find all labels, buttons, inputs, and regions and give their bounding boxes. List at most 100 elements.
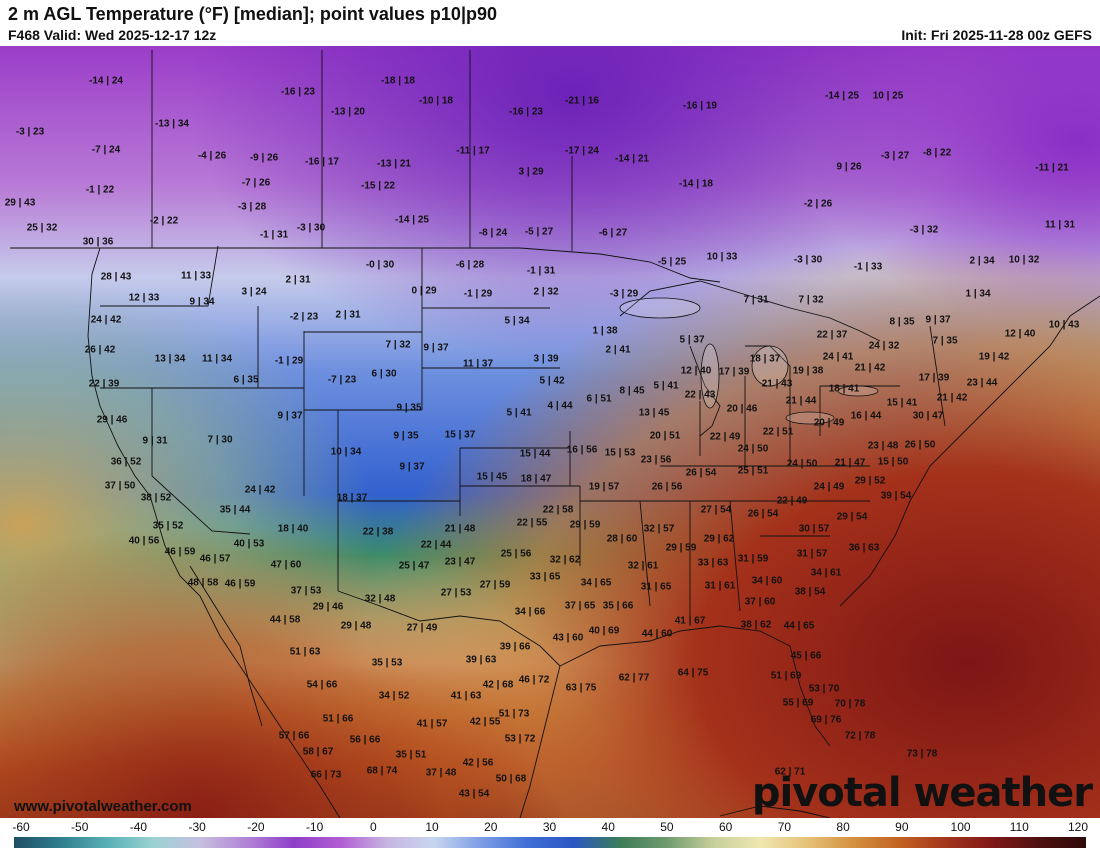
point-value: 27 | 59	[479, 579, 511, 591]
point-value: 18 | 41	[828, 383, 860, 395]
point-value: 41 | 57	[416, 718, 448, 730]
point-value: 34 | 60	[751, 575, 783, 587]
colorbar-tick-label: 70	[777, 820, 792, 834]
point-value: -2 | 23	[289, 311, 319, 323]
point-value: 20 | 51	[649, 430, 681, 442]
point-value: 24 | 49	[813, 481, 845, 493]
point-value: -14 | 18	[679, 178, 713, 190]
point-value: -3 | 30	[296, 222, 326, 234]
point-value: -7 | 24	[91, 144, 121, 156]
point-value: 73 | 78	[906, 748, 938, 760]
point-value: -2 | 22	[149, 215, 179, 227]
point-value: 53 | 70	[808, 683, 840, 695]
point-value: 24 | 32	[868, 340, 900, 352]
point-value: 22 | 39	[88, 378, 120, 390]
point-value: 29 | 59	[665, 542, 697, 554]
point-value: 21 | 47	[834, 457, 866, 469]
point-value: -13 | 20	[331, 106, 365, 118]
point-value: 72 | 78	[844, 730, 876, 742]
point-value: 34 | 61	[810, 567, 842, 579]
point-value: -3 | 27	[880, 150, 910, 162]
point-value: 12 | 40	[680, 365, 712, 377]
point-value: -2 | 26	[803, 198, 833, 210]
point-value: 5 | 34	[504, 315, 530, 327]
point-value: -13 | 34	[155, 118, 189, 130]
point-value: -5 | 25	[657, 256, 687, 268]
point-value: 56 | 66	[349, 734, 381, 746]
point-value: 19 | 42	[978, 351, 1010, 363]
point-value: 46 | 57	[199, 553, 231, 565]
point-value: 22 | 49	[709, 431, 741, 443]
point-value: 19 | 38	[792, 365, 824, 377]
point-value: 35 | 66	[602, 600, 634, 612]
colorbar-tick-label: -60	[12, 820, 30, 834]
point-value: 29 | 46	[312, 601, 344, 613]
point-value: 31 | 61	[704, 580, 736, 592]
point-value: 26 | 56	[651, 481, 683, 493]
point-value: 18 | 47	[520, 473, 552, 485]
point-value: -7 | 23	[327, 374, 357, 386]
point-value: 5 | 37	[679, 334, 705, 346]
point-value: 22 | 43	[684, 389, 716, 401]
point-value: 29 | 54	[836, 511, 868, 523]
point-value: 39 | 63	[465, 654, 497, 666]
point-value: 1 | 34	[965, 288, 991, 300]
point-value: 11 | 31	[1044, 219, 1076, 231]
point-value: -0 | 30	[365, 259, 395, 271]
point-value: 5 | 41	[506, 407, 532, 419]
colorbar-gradient	[14, 837, 1086, 848]
point-value: 22 | 37	[816, 329, 848, 341]
website-label: www.pivotalweather.com	[14, 798, 192, 815]
point-value: 5 | 42	[539, 375, 565, 387]
point-value: -11 | 17	[456, 145, 490, 157]
point-value: 62 | 77	[618, 672, 650, 684]
point-value: -7 | 26	[241, 177, 271, 189]
colorbar-tick-label: 100	[950, 820, 971, 834]
map-canvas	[0, 46, 1100, 818]
point-value: 6 | 30	[371, 368, 397, 380]
point-value: -14 | 25	[825, 90, 859, 102]
point-value: -3 | 23	[15, 126, 45, 138]
point-value: 46 | 72	[518, 674, 550, 686]
point-value: 62 | 71	[774, 766, 806, 778]
point-value: 63 | 75	[565, 682, 597, 694]
point-value: 9 | 26	[836, 161, 862, 173]
point-value: -8 | 22	[922, 147, 952, 159]
point-value: -17 | 24	[565, 145, 599, 157]
point-value: 24 | 50	[786, 458, 818, 470]
point-value: 3 | 29	[518, 166, 544, 178]
colorbar-tick-label: 40	[601, 820, 615, 834]
colorbar-tick-label: 120	[1067, 820, 1089, 834]
point-value: 64 | 75	[677, 667, 709, 679]
point-value: 19 | 57	[588, 481, 620, 493]
point-value: 30 | 57	[798, 523, 830, 535]
colorbar-tick-label: -30	[188, 820, 206, 834]
point-value: 9 | 31	[142, 435, 168, 447]
point-value: 9 | 35	[393, 430, 419, 442]
point-value: 6 | 51	[586, 393, 612, 405]
point-value: -1 | 31	[526, 265, 556, 277]
point-value: -11 | 21	[1035, 162, 1069, 174]
point-value: 7 | 32	[385, 339, 411, 351]
point-value: 11 | 33	[180, 270, 212, 282]
point-value: -3 | 28	[237, 201, 267, 213]
colorbar: -60 -50 -40 -30 -20 -10 0 10 20 30 40 50 60 70 80 90 100…	[0, 818, 1100, 850]
point-value: 15 | 50	[877, 456, 909, 468]
point-value: 7 | 32	[798, 294, 824, 306]
point-value: 39 | 54	[880, 490, 912, 502]
point-value: 36 | 63	[848, 542, 880, 554]
point-value: 10 | 33	[706, 251, 738, 263]
point-value: 25 | 56	[500, 548, 532, 560]
point-value: 23 | 47	[444, 556, 476, 568]
colorbar-tick-label: 80	[836, 820, 850, 834]
point-value: 41 | 67	[674, 615, 706, 627]
point-value: 21 | 42	[936, 392, 968, 404]
point-value: 22 | 38	[362, 526, 394, 538]
point-value: 9 | 37	[399, 461, 425, 473]
point-value: 58 | 67	[302, 746, 334, 758]
point-value: 34 | 65	[580, 577, 612, 589]
point-value: 38 | 54	[794, 586, 826, 598]
point-value: 11 | 34	[201, 353, 233, 365]
point-value: 22 | 44	[420, 539, 452, 551]
